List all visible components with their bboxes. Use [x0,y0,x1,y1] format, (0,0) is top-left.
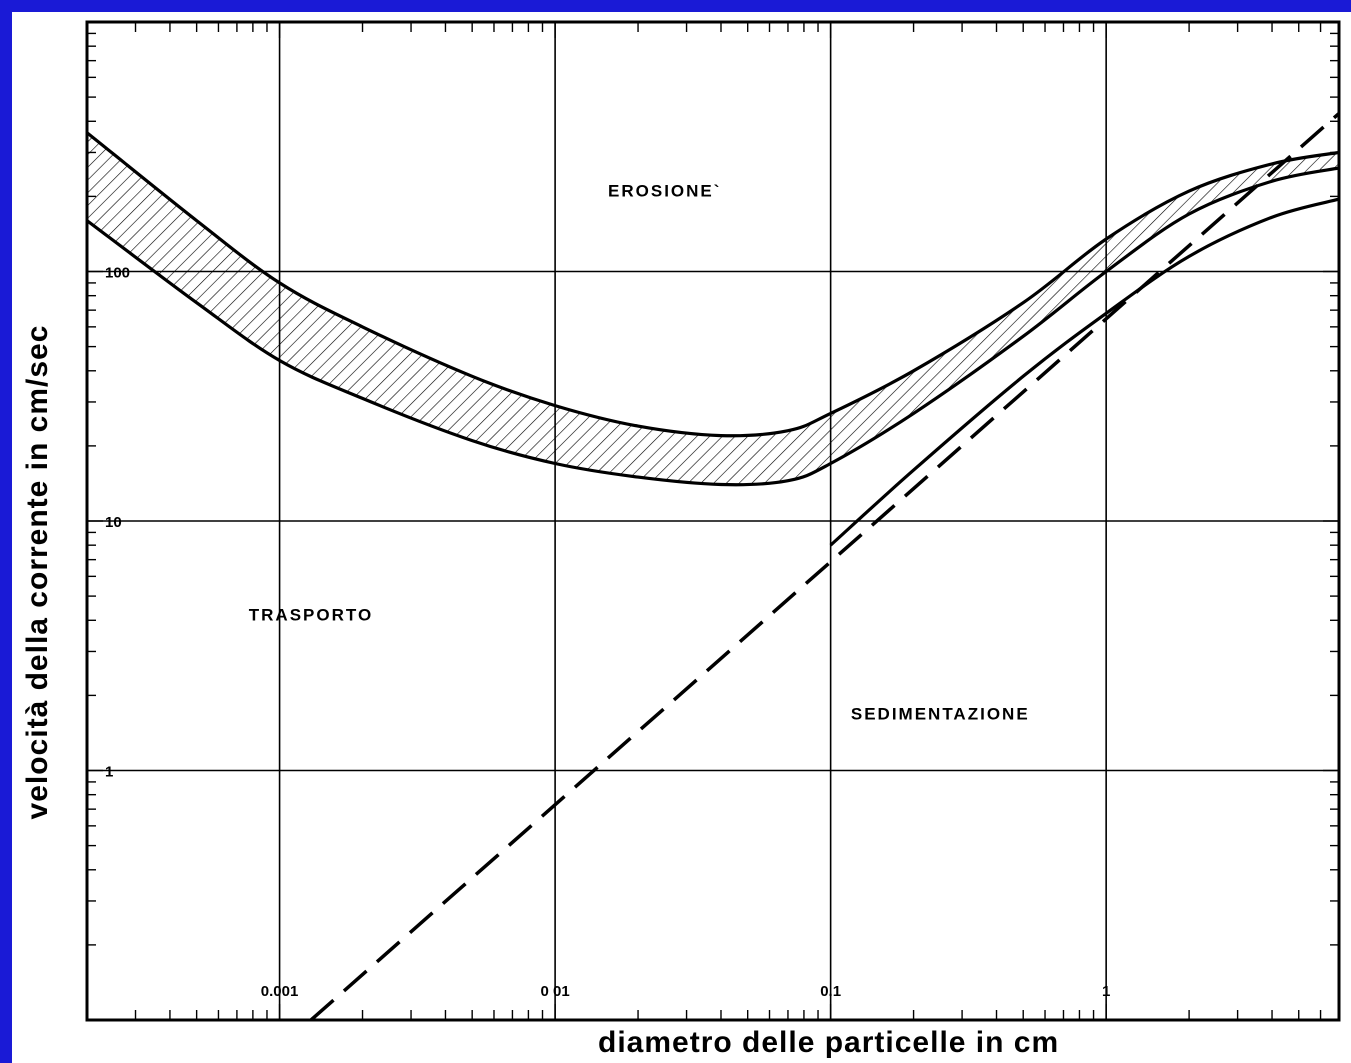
x-tick-label: 0.001 [261,983,299,1000]
series-line-1 [87,166,1339,487]
y-tick-label: 10 [105,514,122,531]
y-tick-label: 1 [105,764,113,781]
region-label: TRASPORTO [249,605,373,624]
top-border-bar [0,0,1351,12]
plot-frame [85,20,1341,1022]
hatched-bands [87,132,1339,485]
x-tick-label: 0 01 [541,983,570,1000]
region-label: SEDIMENTAZIONE [851,705,1030,724]
series-line-0 [87,131,1339,438]
x-axis-label: diametro delle particelle in cm [598,1026,1060,1059]
y-axis-label: velocità della corrente in cm/sec [21,324,54,820]
series-line-dashed [309,112,1339,1020]
x-tick-label: 1 [1102,983,1110,1000]
series-line-2 [829,197,1339,547]
grid-lines [87,22,1339,1020]
left-border-bar [0,0,12,1063]
hatched-band [87,132,1339,485]
series-lines [87,112,1339,1020]
tick-and-region-labels: 0.001 0 01 0.1 1 100 10 1 EROSIONE` TRASPORTO SED… [105,181,1110,1000]
y-tick-label: 100 [105,265,130,282]
x-tick-label: 0.1 [820,983,841,1000]
region-label: EROSIONE` [608,181,721,200]
